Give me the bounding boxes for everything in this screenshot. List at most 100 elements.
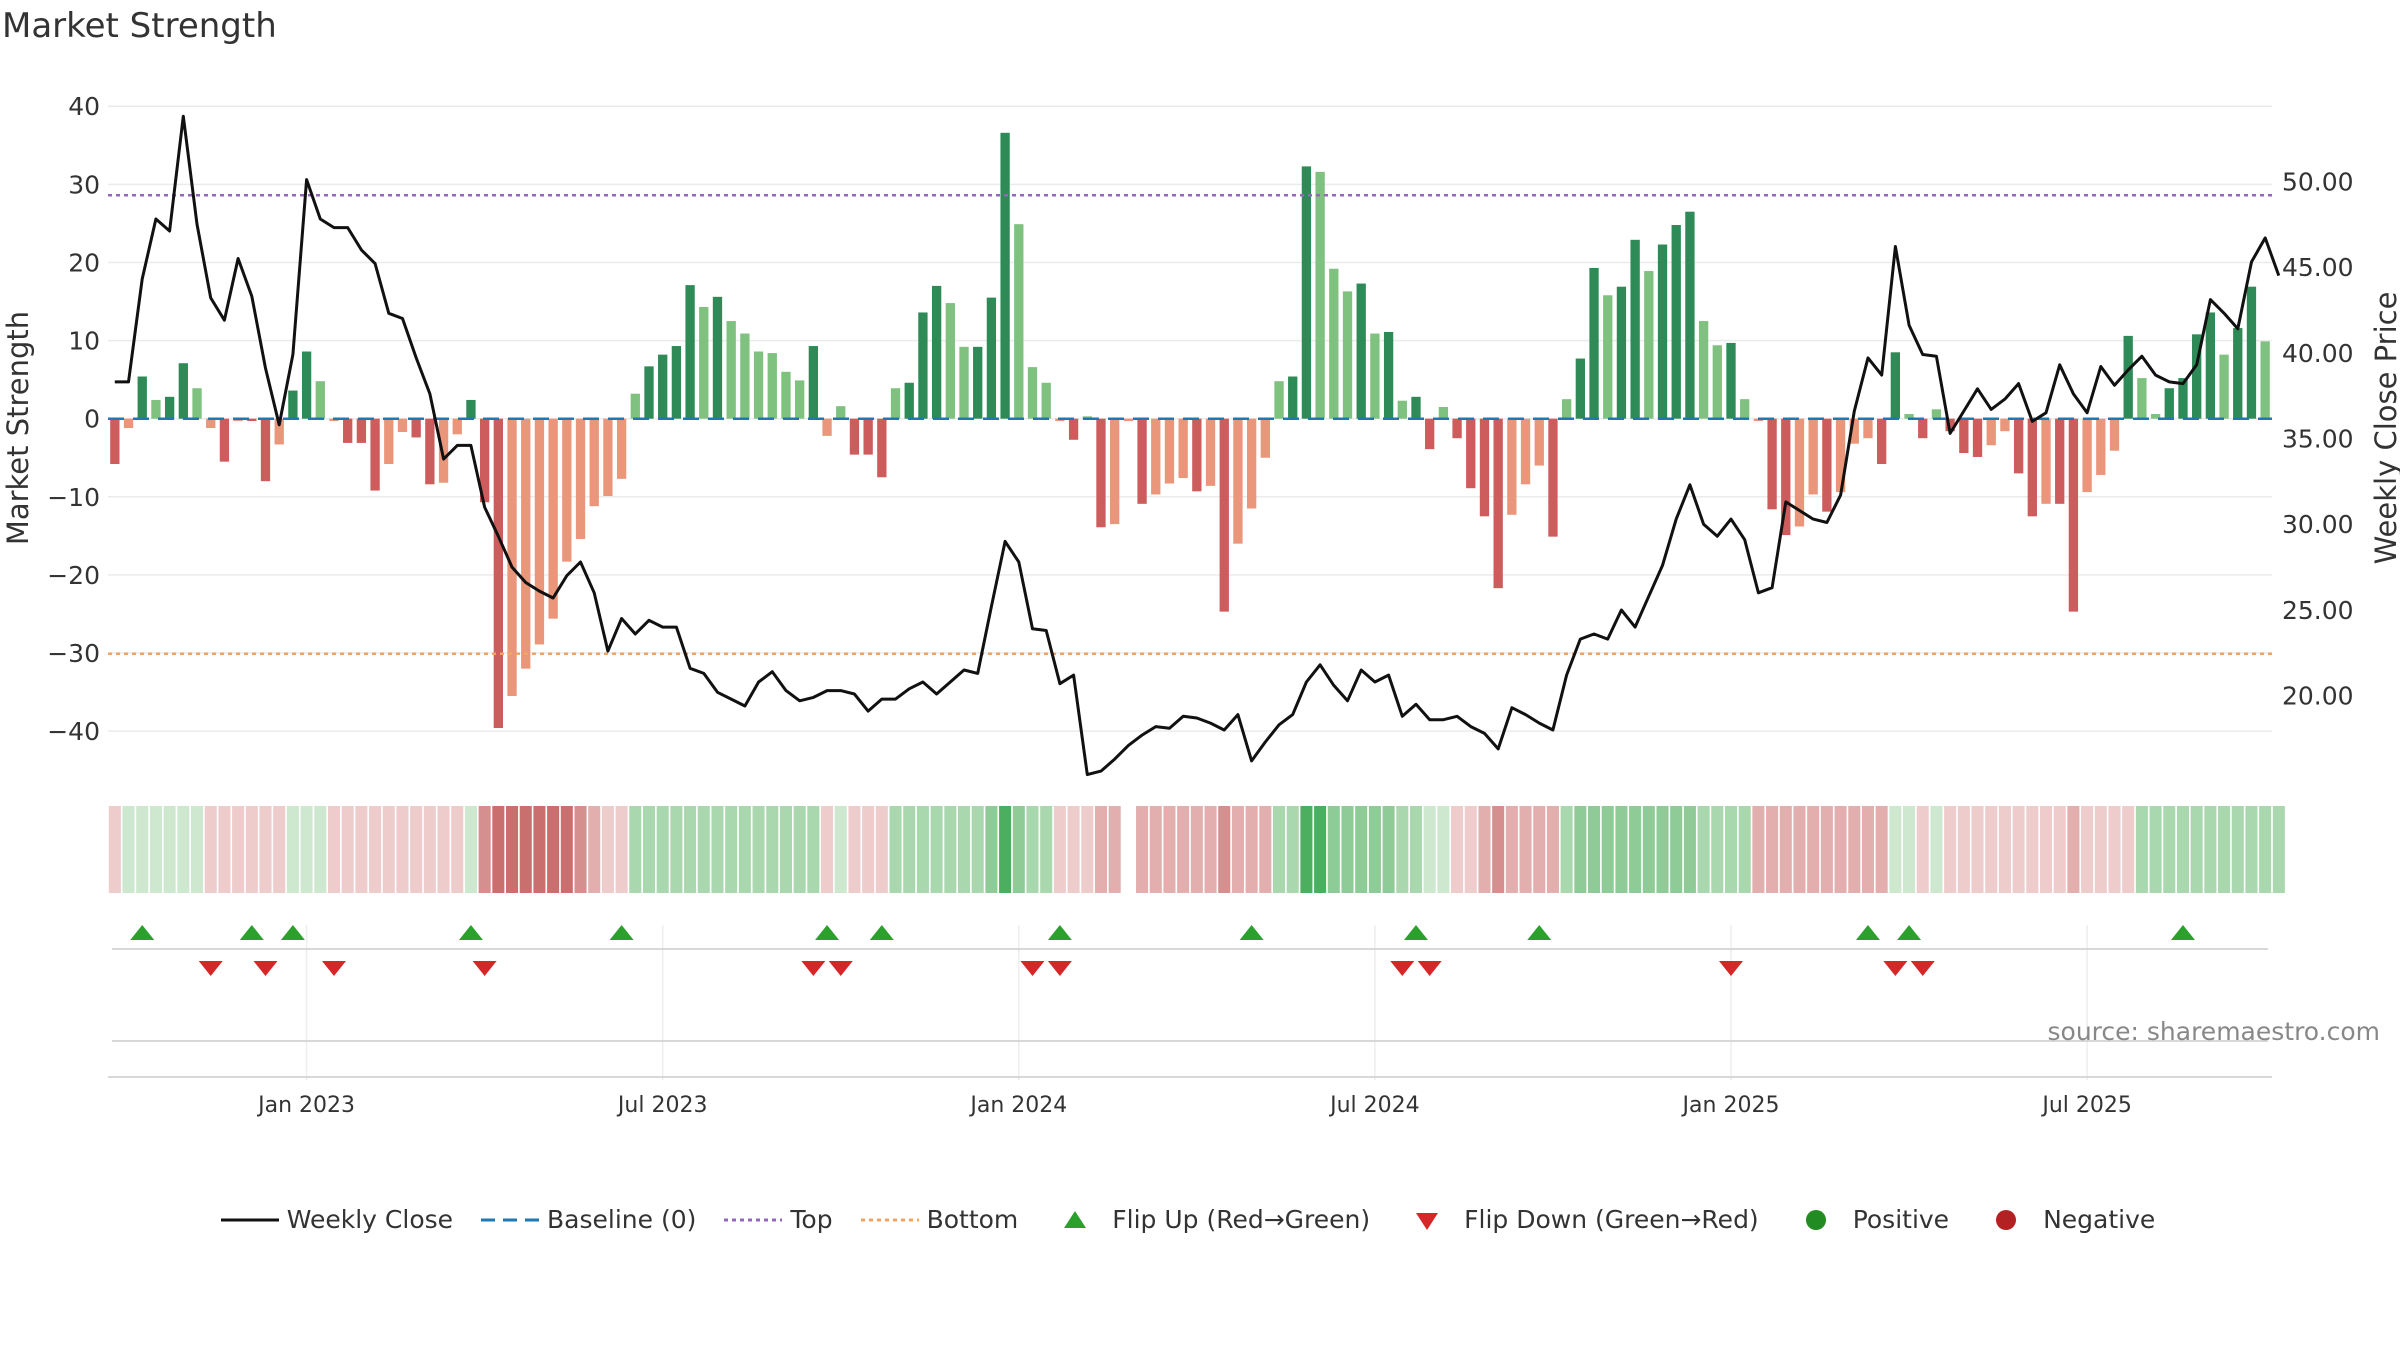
strength-bar xyxy=(685,285,695,419)
strength-bar xyxy=(301,351,312,419)
flip-down-marker xyxy=(1910,961,1935,976)
strength-bar xyxy=(2219,354,2229,419)
strength-bar xyxy=(1370,333,1380,419)
regime-strip-cell xyxy=(1875,806,1888,893)
regime-strip-cell xyxy=(1930,806,1943,893)
strength-bar xyxy=(1740,399,1750,419)
regime-strip-cell xyxy=(2245,806,2258,893)
strength-bar xyxy=(781,371,791,419)
strength-bar xyxy=(493,418,503,729)
strength-bar xyxy=(123,418,134,429)
regime-strip-cell xyxy=(382,806,395,893)
regime-strip-cell xyxy=(1574,806,1587,893)
strength-bar xyxy=(1260,418,1270,458)
strength-bar xyxy=(1301,166,1312,419)
strength-bar xyxy=(616,418,627,479)
regime-strip-cell xyxy=(1820,806,1833,893)
strength-bar xyxy=(562,418,572,562)
regime-strip-cell xyxy=(1190,806,1203,893)
source-label: source: sharemaestro.com xyxy=(2048,1017,2381,1046)
regime-strip-cell xyxy=(314,806,327,893)
regime-strip-cell xyxy=(1204,806,1217,893)
strength-bar xyxy=(822,418,832,436)
regime-strip-cell xyxy=(1629,806,1642,893)
x-tick-label: Jan 2024 xyxy=(968,1093,1067,1118)
strength-bar xyxy=(2055,418,2065,504)
strength-bar xyxy=(2150,414,2161,419)
flip-up-marker xyxy=(869,925,894,940)
regime-strip-cell xyxy=(1012,806,1025,893)
strength-bar xyxy=(452,418,462,435)
strength-bar xyxy=(260,418,271,482)
regime-strip-cell xyxy=(218,806,231,893)
flip-down-triangle-icon xyxy=(1416,1212,1439,1230)
strength-bar xyxy=(1041,382,1051,419)
strength-bar xyxy=(1425,418,1435,450)
regime-strip-cell xyxy=(1683,806,1696,893)
x-tick-label: Jul 2024 xyxy=(1328,1093,1420,1118)
strength-bar xyxy=(1151,418,1161,495)
strength-bar xyxy=(795,380,805,419)
strength-bar xyxy=(1000,132,1010,419)
x-tick-label: Jan 2023 xyxy=(256,1093,355,1118)
flip-down-marker xyxy=(1020,961,1045,976)
strength-bar xyxy=(288,390,298,419)
strength-bar xyxy=(1835,418,1846,493)
strength-bar xyxy=(2027,418,2037,517)
regime-strip-cell xyxy=(1136,806,1149,893)
strength-bar xyxy=(740,333,750,419)
regime-strip-cell xyxy=(985,806,998,893)
regime-strip-cell xyxy=(875,806,888,893)
strength-bar xyxy=(315,381,325,419)
strength-bar xyxy=(343,418,353,443)
flip-up-marker xyxy=(815,925,840,940)
regime-strip-cell xyxy=(1971,806,1984,893)
regime-strip-cell xyxy=(478,806,491,893)
strength-bar xyxy=(1890,352,1901,419)
strength-bar xyxy=(1904,414,1914,419)
strength-bar xyxy=(1808,418,1818,495)
regime-strip-cell xyxy=(1861,806,1874,893)
strength-bar xyxy=(808,346,819,419)
regime-strip-cell xyxy=(149,806,162,893)
strength-bar xyxy=(1959,418,1969,454)
regime-strip-cell xyxy=(1697,806,1710,893)
strength-bar xyxy=(1438,406,1449,419)
regime-strip-cell xyxy=(1560,806,1573,893)
strength-bar xyxy=(644,366,654,419)
strength-bar xyxy=(110,418,120,464)
regime-strip-cell xyxy=(2272,806,2285,893)
regime-strip-cell xyxy=(341,806,354,893)
regime-strip-cell xyxy=(2081,806,2094,893)
regime-strip-cell xyxy=(793,806,806,893)
regime-strip-cell xyxy=(574,806,587,893)
legend-item-positive: Positive xyxy=(1785,1205,1949,1234)
y-tick-label: 0 xyxy=(84,405,100,434)
y2-tick-label: 40.00 xyxy=(2282,339,2354,368)
strength-bar xyxy=(2233,328,2243,419)
strength-bar xyxy=(1027,367,1038,419)
flip-up-marker xyxy=(130,925,155,940)
strength-bar xyxy=(1589,267,1599,419)
regime-strip-cell xyxy=(1807,806,1820,893)
flip-down-marker xyxy=(472,961,497,976)
y2-tick-label: 25.00 xyxy=(2282,596,2354,625)
regime-strip-cell xyxy=(1916,806,1929,893)
regime-strip-cell xyxy=(492,806,505,893)
strength-bar xyxy=(1644,271,1654,419)
strength-bar xyxy=(2205,312,2216,419)
strength-bar xyxy=(1397,400,1407,419)
strength-bar xyxy=(1986,418,1996,446)
legend-item-baseline: Baseline (0) xyxy=(479,1205,696,1234)
regime-strip-cell xyxy=(1053,806,1066,893)
regime-strip-cell xyxy=(2135,806,2148,893)
weekly-close-line-icon xyxy=(220,1218,279,1221)
baseline-dash-icon xyxy=(481,1218,540,1221)
strength-bar xyxy=(370,418,380,491)
strength-bar xyxy=(247,418,257,422)
strength-bar xyxy=(2164,388,2174,419)
regime-strip-cell xyxy=(1834,806,1847,893)
strength-bar xyxy=(1794,418,1805,527)
y-tick-label: −20 xyxy=(47,561,100,590)
strength-bar xyxy=(219,418,230,462)
